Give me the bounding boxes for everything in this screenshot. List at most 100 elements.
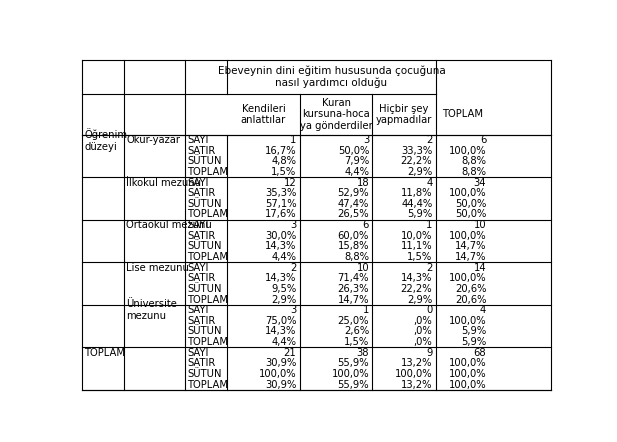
Text: 30,0%: 30,0%: [265, 231, 296, 241]
Text: 38: 38: [357, 348, 369, 358]
Text: Hiçbir şey
yapmadılar: Hiçbir şey yapmadılar: [376, 103, 433, 125]
Text: 100,0%: 100,0%: [449, 273, 486, 283]
Text: SAYI: SAYI: [187, 305, 209, 315]
Text: 5,9%: 5,9%: [407, 210, 433, 220]
Text: SÜTUN: SÜTUN: [187, 284, 222, 294]
Text: SÜTUN: SÜTUN: [187, 327, 222, 336]
Text: 47,4%: 47,4%: [337, 199, 369, 209]
Text: 26,3%: 26,3%: [337, 284, 369, 294]
Text: 33,3%: 33,3%: [401, 146, 433, 156]
Text: Lise mezunu: Lise mezunu: [126, 263, 189, 273]
Text: 0: 0: [426, 305, 433, 315]
Text: SAYI: SAYI: [187, 263, 209, 273]
Text: 14,7%: 14,7%: [455, 241, 486, 251]
Text: 100,0%: 100,0%: [449, 188, 486, 198]
Text: 26,5%: 26,5%: [337, 210, 369, 220]
Text: TOPLAM: TOPLAM: [187, 167, 228, 177]
Text: ,0%: ,0%: [413, 327, 433, 336]
Text: 57,1%: 57,1%: [265, 199, 296, 209]
Text: 2: 2: [290, 263, 296, 273]
Text: ,0%: ,0%: [413, 316, 433, 326]
Text: Ortaokul mezunu: Ortaokul mezunu: [126, 220, 212, 230]
Text: 100,0%: 100,0%: [449, 358, 486, 368]
Text: 14,7%: 14,7%: [337, 294, 369, 305]
Text: 14: 14: [474, 263, 486, 273]
Text: 14,3%: 14,3%: [265, 241, 296, 251]
Text: 30,9%: 30,9%: [265, 380, 296, 390]
Text: 4: 4: [480, 305, 486, 315]
Text: 4: 4: [426, 178, 433, 187]
Text: 2,6%: 2,6%: [344, 327, 369, 336]
Text: 100,0%: 100,0%: [449, 231, 486, 241]
Text: İlkokul mezunu: İlkokul mezunu: [126, 178, 202, 187]
Text: 1: 1: [363, 305, 369, 315]
Text: SAYI: SAYI: [187, 178, 209, 187]
Text: 5,9%: 5,9%: [461, 337, 486, 347]
Text: 2,9%: 2,9%: [271, 294, 296, 305]
Text: 4,4%: 4,4%: [344, 167, 369, 177]
Text: 2: 2: [426, 263, 433, 273]
Text: Ebeveynin dini eğitim hususunda çocuğuna
nasıl yardımcı olduğu: Ebeveynin dini eğitim hususunda çocuğuna…: [218, 65, 445, 88]
Text: 14,7%: 14,7%: [455, 252, 486, 262]
Text: TOPLAM: TOPLAM: [187, 252, 228, 262]
Text: SAYI: SAYI: [187, 348, 209, 358]
Text: 50,0%: 50,0%: [455, 210, 486, 220]
Text: 100,0%: 100,0%: [259, 369, 296, 379]
Text: Öğrenim
düzeyi: Öğrenim düzeyi: [85, 128, 127, 152]
Text: 30,9%: 30,9%: [265, 358, 296, 368]
Text: 14,3%: 14,3%: [265, 327, 296, 336]
Text: 75,0%: 75,0%: [265, 316, 296, 326]
Text: 35,3%: 35,3%: [265, 188, 296, 198]
Text: 5,9%: 5,9%: [461, 327, 486, 336]
Text: 8,8%: 8,8%: [462, 156, 486, 166]
Text: 100,0%: 100,0%: [449, 316, 486, 326]
Text: 11,8%: 11,8%: [401, 188, 433, 198]
Text: 17,6%: 17,6%: [265, 210, 296, 220]
Text: SATIR: SATIR: [187, 231, 215, 241]
Text: 71,4%: 71,4%: [337, 273, 369, 283]
Text: 8,8%: 8,8%: [344, 252, 369, 262]
Text: 11,1%: 11,1%: [400, 241, 433, 251]
Text: 34: 34: [474, 178, 486, 187]
Text: TOPLAM: TOPLAM: [85, 348, 125, 358]
Text: 50,0%: 50,0%: [455, 199, 486, 209]
Text: 3: 3: [290, 220, 296, 230]
Text: 68: 68: [474, 348, 486, 358]
Text: 6: 6: [480, 135, 486, 145]
Text: 22,2%: 22,2%: [400, 156, 433, 166]
Text: 52,9%: 52,9%: [337, 188, 369, 198]
Text: 14,3%: 14,3%: [265, 273, 296, 283]
Text: 1: 1: [426, 220, 433, 230]
Text: 1,5%: 1,5%: [344, 337, 369, 347]
Text: SÜTUN: SÜTUN: [187, 156, 222, 166]
Text: 1,5%: 1,5%: [271, 167, 296, 177]
Text: 8,8%: 8,8%: [462, 167, 486, 177]
Text: 100,0%: 100,0%: [395, 369, 433, 379]
Text: 100,0%: 100,0%: [449, 380, 486, 390]
Text: 3: 3: [363, 135, 369, 145]
Text: 7,9%: 7,9%: [344, 156, 369, 166]
Text: SATIR: SATIR: [187, 358, 215, 368]
Text: TOPLAM: TOPLAM: [187, 337, 228, 347]
Text: 14,3%: 14,3%: [401, 273, 433, 283]
Text: 50,0%: 50,0%: [337, 146, 369, 156]
Text: 3: 3: [290, 305, 296, 315]
Text: 20,6%: 20,6%: [455, 284, 486, 294]
Text: 13,2%: 13,2%: [401, 380, 433, 390]
Text: 100,0%: 100,0%: [449, 146, 486, 156]
Text: 55,9%: 55,9%: [337, 358, 369, 368]
Text: SÜTUN: SÜTUN: [187, 369, 222, 379]
Text: 2,9%: 2,9%: [407, 294, 433, 305]
Text: 2: 2: [426, 135, 433, 145]
Text: 18: 18: [357, 178, 369, 187]
Text: TOPLAM: TOPLAM: [187, 294, 228, 305]
Text: 10,0%: 10,0%: [401, 231, 433, 241]
Text: SATIR: SATIR: [187, 316, 215, 326]
Text: Kuran
kursuna-hoca
ya gönderdiler: Kuran kursuna-hoca ya gönderdiler: [300, 98, 373, 131]
Text: TOPLAM: TOPLAM: [187, 380, 228, 390]
Text: 55,9%: 55,9%: [337, 380, 369, 390]
Text: SÜTUN: SÜTUN: [187, 199, 222, 209]
Text: 20,6%: 20,6%: [455, 294, 486, 305]
Text: Okur-yazar: Okur-yazar: [126, 135, 181, 145]
Text: 10: 10: [357, 263, 369, 273]
